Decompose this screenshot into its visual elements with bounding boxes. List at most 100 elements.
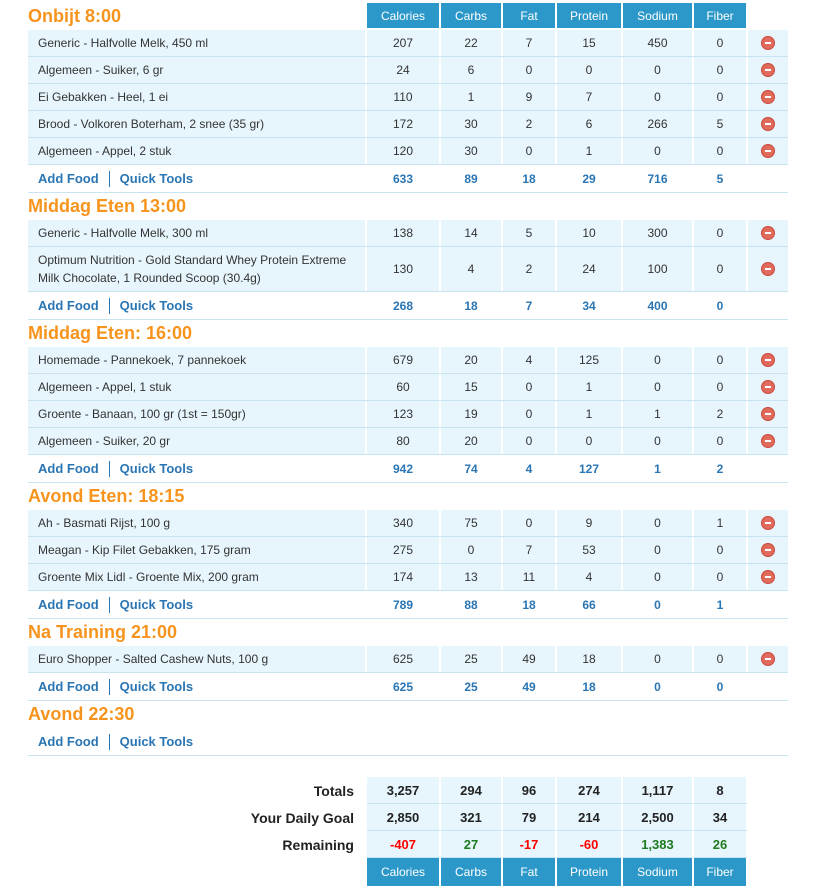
remove-icon[interactable] (761, 144, 775, 158)
fat-value: 7 (503, 537, 557, 563)
empty-cell (623, 701, 694, 728)
add-food-link[interactable]: Add Food (38, 734, 99, 749)
fiber-value: 5 (694, 111, 748, 137)
food-name[interactable]: Generic - Halfvolle Melk, 450 ml (28, 30, 367, 56)
protein-value: 24 (557, 247, 623, 291)
food-name[interactable]: Homemade - Pannekoek, 7 pannekoek (28, 347, 367, 373)
remove-icon[interactable] (761, 226, 775, 240)
summary-totals-calories: 3,257 (367, 777, 441, 804)
carbs-value: 19 (441, 401, 503, 427)
remove-icon[interactable] (761, 516, 775, 530)
carbs-value: 20 (441, 428, 503, 454)
food-name[interactable]: Optimum Nutrition - Gold Standard Whey P… (28, 247, 367, 291)
meal-footer-row: Add Food Quick Tools 625 25 49 18 0 0 (28, 673, 788, 701)
remove-icon[interactable] (761, 353, 775, 367)
carbs-value: 0 (441, 537, 503, 563)
food-name[interactable]: Groente Mix Lidl - Groente Mix, 200 gram (28, 564, 367, 590)
remove-icon[interactable] (761, 117, 775, 131)
food-name[interactable]: Algemeen - Appel, 1 stuk (28, 374, 367, 400)
remove-icon[interactable] (761, 434, 775, 448)
protein-value: 7 (557, 84, 623, 110)
fat-value: 49 (503, 646, 557, 672)
food-name[interactable]: Brood - Volkoren Boterham, 2 snee (35 gr… (28, 111, 367, 137)
meal-footer-row: Add Food Quick Tools 789 88 18 66 0 1 (28, 591, 788, 619)
quick-tools-link[interactable]: Quick Tools (119, 734, 194, 749)
add-food-link[interactable]: Add Food (38, 461, 99, 476)
remove-icon[interactable] (761, 262, 775, 276)
remove-icon[interactable] (761, 90, 775, 104)
sodium-value: 100 (623, 247, 694, 291)
quick-tools-link[interactable]: Quick Tools (119, 298, 194, 313)
remove-icon[interactable] (761, 543, 775, 557)
calories-value: 110 (367, 84, 441, 110)
link-divider (108, 170, 110, 187)
delete-cell (748, 111, 788, 137)
empty-cell (367, 619, 441, 646)
food-name[interactable]: Groente - Banaan, 100 gr (1st = 150gr) (28, 401, 367, 427)
add-food-link[interactable]: Add Food (38, 171, 99, 186)
empty-cell (367, 483, 441, 510)
carbs-value: 22 (441, 30, 503, 56)
delete-cell (748, 84, 788, 110)
food-name[interactable]: Algemeen - Appel, 2 stuk (28, 138, 367, 164)
empty-cell (367, 701, 441, 728)
food-name[interactable]: Ei Gebakken - Heel, 1 ei (28, 84, 367, 110)
food-entry-row: Generic - Halfvolle Melk, 300 ml 138 14 5 10… (28, 220, 788, 247)
carbs-value: 30 (441, 138, 503, 164)
quick-tools-link[interactable]: Quick Tools (119, 679, 194, 694)
add-food-link[interactable]: Add Food (38, 679, 99, 694)
food-name[interactable]: Generic - Halfvolle Melk, 300 ml (28, 220, 367, 246)
food-name[interactable]: Euro Shopper - Salted Cashew Nuts, 100 g (28, 646, 367, 672)
quick-tools-link[interactable]: Quick Tools (119, 171, 194, 186)
food-entry-row: Homemade - Pannekoek, 7 pannekoek 679 20 4 1… (28, 347, 788, 374)
sodium-value: 0 (623, 646, 694, 672)
fiber-value: 1 (694, 510, 748, 536)
empty-cell (557, 320, 623, 347)
food-name[interactable]: Algemeen - Suiker, 6 gr (28, 57, 367, 83)
summary-remaining-sodium: 1,383 (623, 831, 694, 858)
fiber-value: 0 (694, 247, 748, 291)
meal-footer-row: Add Food Quick Tools 268 18 7 34 400 0 (28, 292, 788, 320)
calories-value: 80 (367, 428, 441, 454)
summary-totals-sodium: 1,117 (623, 777, 694, 804)
meal-total-protein (557, 728, 623, 755)
link-divider (108, 678, 110, 695)
quick-tools-link[interactable]: Quick Tools (119, 461, 194, 476)
protein-value: 9 (557, 510, 623, 536)
protein-value: 0 (557, 57, 623, 83)
remove-icon[interactable] (761, 63, 775, 77)
delete-cell (748, 138, 788, 164)
calories-value: 120 (367, 138, 441, 164)
summary-label: Remaining (28, 831, 367, 858)
protein-value: 0 (557, 428, 623, 454)
remove-icon[interactable] (761, 652, 775, 666)
fat-value: 5 (503, 220, 557, 246)
calories-value: 625 (367, 646, 441, 672)
summary-label: Your Daily Goal (28, 804, 367, 831)
food-name[interactable]: Meagan - Kip Filet Gebakken, 175 gram (28, 537, 367, 563)
food-name[interactable]: Ah - Basmati Rijst, 100 g (28, 510, 367, 536)
quick-tools-link[interactable]: Quick Tools (119, 597, 194, 612)
empty-cell (748, 455, 788, 482)
add-food-link[interactable]: Add Food (38, 298, 99, 313)
summary-label: Totals (28, 777, 367, 804)
add-food-link[interactable]: Add Food (38, 597, 99, 612)
food-name[interactable]: Algemeen - Suiker, 20 gr (28, 428, 367, 454)
delete-cell (748, 247, 788, 291)
remove-icon[interactable] (761, 36, 775, 50)
summary-remaining-fat: -17 (503, 831, 557, 858)
meal-title: Avond Eten: 18:15 (28, 483, 367, 510)
column-header-fiber: Fiber (694, 3, 748, 30)
summary-totals-protein: 274 (557, 777, 623, 804)
empty-cell (694, 483, 748, 510)
meal-total-fiber: 1 (694, 591, 748, 618)
meal-actions: Add Food Quick Tools (28, 728, 367, 755)
empty-cell (748, 483, 788, 510)
fat-value: 9 (503, 84, 557, 110)
remove-icon[interactable] (761, 570, 775, 584)
meal-total-fat (503, 728, 557, 755)
link-divider (108, 733, 110, 750)
remove-icon[interactable] (761, 407, 775, 421)
remove-icon[interactable] (761, 380, 775, 394)
meal-total-protein: 127 (557, 455, 623, 482)
